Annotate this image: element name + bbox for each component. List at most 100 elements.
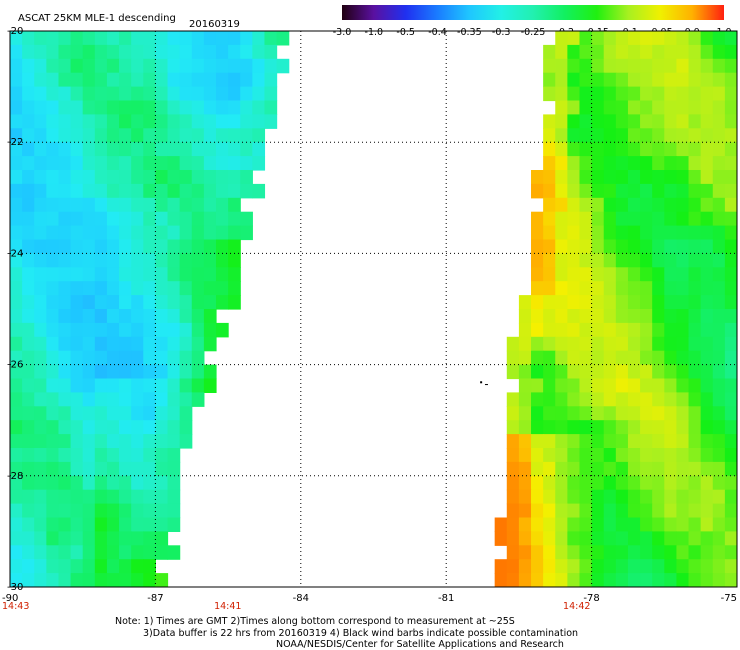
heatmap-cell bbox=[203, 44, 217, 60]
heatmap-cell bbox=[131, 489, 144, 505]
heatmap-cell bbox=[94, 295, 108, 310]
heatmap-cell bbox=[664, 364, 678, 380]
heatmap-cell bbox=[94, 114, 108, 129]
heatmap-cell bbox=[603, 573, 617, 587]
heatmap-cell bbox=[506, 475, 520, 491]
heatmap-cell bbox=[688, 378, 702, 393]
heatmap-cell bbox=[167, 448, 181, 463]
heatmap-cell bbox=[10, 295, 23, 310]
heatmap-cell bbox=[664, 253, 678, 268]
heatmap-cell bbox=[143, 58, 156, 74]
heatmap-cell bbox=[70, 281, 84, 296]
heatmap-cell bbox=[167, 58, 181, 74]
x-tick-label: -90 bbox=[2, 593, 18, 604]
heatmap-cell bbox=[712, 142, 726, 157]
heatmap-cell bbox=[712, 58, 726, 74]
heatmap-cell bbox=[712, 545, 726, 560]
heatmap-cell bbox=[652, 545, 665, 560]
heatmap-cell bbox=[603, 378, 617, 393]
heatmap-cell bbox=[94, 197, 108, 213]
heatmap-cell bbox=[155, 239, 169, 254]
heatmap-cell bbox=[143, 322, 156, 338]
heatmap-cell bbox=[58, 336, 72, 352]
heatmap-cell bbox=[131, 461, 144, 477]
heatmap-cell bbox=[82, 448, 96, 463]
heatmap-cell bbox=[106, 309, 120, 324]
heatmap-cell bbox=[688, 420, 702, 435]
heatmap-cell bbox=[519, 587, 532, 602]
heatmap-cell bbox=[252, 86, 266, 102]
heatmap-cell bbox=[179, 378, 193, 393]
heatmap-cell bbox=[46, 225, 60, 241]
heatmap-cell bbox=[579, 281, 593, 296]
heatmap-cell bbox=[604, 587, 617, 602]
heatmap-cell bbox=[215, 44, 229, 60]
heatmap-cell bbox=[603, 58, 617, 74]
heatmap-cell bbox=[615, 545, 629, 560]
heatmap-cell bbox=[155, 573, 169, 587]
heatmap-cell bbox=[688, 531, 702, 546]
heatmap-cell bbox=[700, 448, 714, 463]
heatmap-cell bbox=[82, 392, 96, 407]
heatmap-cell bbox=[119, 295, 132, 310]
heatmap-cell bbox=[228, 281, 241, 296]
heatmap-cell bbox=[567, 211, 581, 227]
heatmap-cell bbox=[676, 239, 690, 254]
heatmap-cell bbox=[70, 531, 84, 546]
heatmap-cell bbox=[531, 531, 544, 546]
heatmap-cell bbox=[70, 44, 84, 60]
heatmap-cell bbox=[591, 44, 605, 60]
heatmap-cell bbox=[567, 142, 581, 157]
heatmap-cell bbox=[724, 517, 737, 532]
heatmap-cell bbox=[579, 253, 593, 268]
heatmap-cell bbox=[82, 31, 96, 46]
heatmap-cell bbox=[567, 587, 580, 602]
heatmap-cell bbox=[664, 295, 678, 310]
heatmap-cell bbox=[700, 86, 714, 102]
heatmap-cell bbox=[640, 517, 653, 532]
heatmap-cell bbox=[82, 170, 96, 185]
heatmap-cell bbox=[191, 100, 205, 115]
heatmap-cell bbox=[58, 58, 72, 74]
heatmap-cell bbox=[652, 225, 665, 241]
heatmap-cell bbox=[555, 434, 568, 449]
heatmap-cell bbox=[143, 573, 156, 587]
heatmap-cell bbox=[179, 350, 193, 366]
heatmap-cell bbox=[603, 253, 617, 268]
heatmap-cell bbox=[34, 406, 47, 421]
heatmap-cell bbox=[518, 309, 532, 324]
heatmap-cell bbox=[82, 336, 96, 352]
heatmap-cell bbox=[46, 72, 60, 88]
heatmap-cell bbox=[555, 211, 568, 227]
heatmap-cell bbox=[531, 420, 544, 435]
heatmap-cell bbox=[131, 503, 144, 519]
heatmap-cell bbox=[518, 295, 532, 310]
heatmap-cell bbox=[167, 420, 181, 435]
heatmap-cell bbox=[215, 31, 229, 46]
heatmap-cell bbox=[591, 128, 605, 143]
heatmap-cell bbox=[119, 461, 132, 477]
heatmap-cell bbox=[543, 475, 556, 491]
heatmap-cell bbox=[567, 156, 581, 171]
heatmap-cell bbox=[240, 128, 253, 143]
heatmap-cell bbox=[82, 531, 96, 546]
heatmap-cell bbox=[688, 573, 702, 587]
heatmap-cell bbox=[131, 309, 144, 324]
heatmap-cell bbox=[94, 559, 108, 574]
heatmap-cell bbox=[22, 309, 35, 324]
heatmap-cell bbox=[506, 559, 520, 574]
heatmap-cell bbox=[615, 211, 629, 227]
heatmap-cell bbox=[106, 170, 120, 185]
heatmap-cell bbox=[34, 31, 47, 46]
heatmap-cell bbox=[579, 31, 593, 46]
heatmap-cell bbox=[652, 517, 665, 532]
heatmap-cell bbox=[119, 392, 132, 407]
heatmap-cell bbox=[71, 587, 84, 602]
heatmap-cell bbox=[167, 239, 181, 254]
heatmap-cell bbox=[724, 309, 737, 324]
heatmap-cell bbox=[94, 434, 108, 449]
heatmap-cell bbox=[579, 503, 593, 519]
heatmap-cell bbox=[155, 461, 169, 477]
heatmap-cell bbox=[712, 281, 726, 296]
heatmap-cell bbox=[252, 128, 266, 143]
